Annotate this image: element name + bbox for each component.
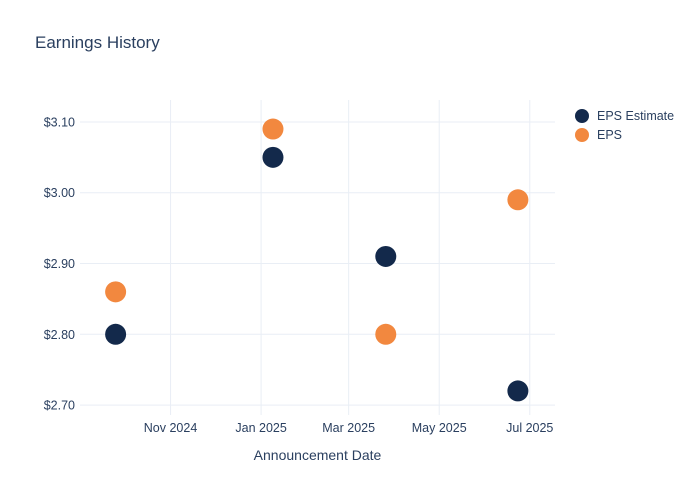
legend-label-eps: EPS bbox=[597, 127, 623, 142]
data-point-eps[interactable] bbox=[375, 323, 397, 345]
data-point-eps_estimate[interactable] bbox=[375, 245, 397, 267]
x-axis-title: Announcement Date bbox=[253, 447, 382, 463]
y-tick-label: $3.00 bbox=[44, 186, 75, 200]
y-tick-label: $2.70 bbox=[44, 399, 75, 413]
eps-marker-icon bbox=[575, 127, 589, 142]
legend: EPS Estimate EPS bbox=[575, 106, 674, 144]
data-point-eps[interactable] bbox=[262, 118, 284, 140]
legend-item-eps-estimate[interactable]: EPS Estimate bbox=[575, 106, 674, 125]
data-point-eps[interactable] bbox=[105, 281, 127, 303]
data-point-eps_estimate[interactable] bbox=[262, 146, 284, 168]
y-tick-label: $2.80 bbox=[44, 328, 75, 342]
x-tick-label: Jan 2025 bbox=[235, 421, 286, 435]
legend-item-eps[interactable]: EPS bbox=[575, 125, 674, 144]
x-tick-label: Nov 2024 bbox=[144, 421, 198, 435]
chart-title: Earnings History bbox=[35, 33, 160, 52]
data-point-eps_estimate[interactable] bbox=[105, 323, 127, 345]
y-tick-label: $2.90 bbox=[44, 257, 75, 271]
x-tick-label: Jul 2025 bbox=[506, 421, 553, 435]
x-tick-label: May 2025 bbox=[412, 421, 467, 435]
x-tick-label: Mar 2025 bbox=[322, 421, 375, 435]
data-point-eps[interactable] bbox=[507, 189, 529, 211]
eps-estimate-marker-icon bbox=[575, 108, 589, 123]
legend-label-eps-estimate: EPS Estimate bbox=[597, 108, 675, 123]
data-point-eps_estimate[interactable] bbox=[507, 380, 529, 402]
y-tick-label: $3.10 bbox=[44, 115, 75, 129]
